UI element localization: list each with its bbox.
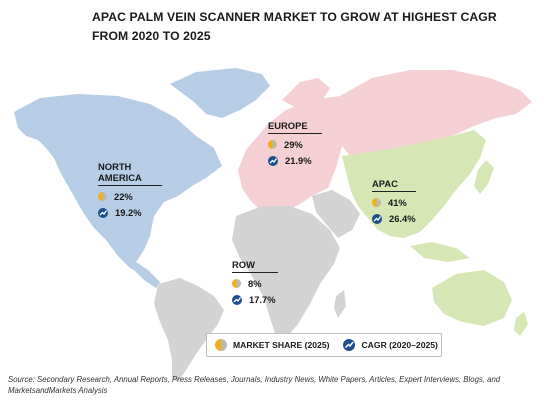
market-share-value: 8%	[248, 278, 262, 289]
source-note: Source: Secondary Research, Annual Repor…	[8, 375, 501, 395]
region-name: APAC	[372, 178, 416, 192]
market-share-stat: 29%	[268, 139, 322, 150]
region-name: ROW	[232, 259, 278, 273]
legend: MARKET SHARE (2025) CAGR (2020–2025)	[206, 333, 442, 357]
se-asia-islands	[410, 242, 470, 262]
market-share-icon	[98, 192, 107, 201]
region-name: EUROPE	[268, 120, 322, 134]
cagr-stat: 19.2%	[98, 207, 162, 218]
africa-region	[232, 206, 340, 338]
north-america-label: NORTH AMERICA 22% 19.2%	[98, 161, 162, 218]
cagr-stat: 17.7%	[232, 294, 278, 305]
russia-region	[340, 70, 532, 156]
north-america-greenland	[170, 68, 270, 118]
region-name: NORTH AMERICA	[98, 161, 162, 186]
legend-market-share: MARKET SHARE (2025)	[215, 339, 329, 351]
market-share-stat: 22%	[98, 191, 162, 202]
central-america	[134, 262, 160, 288]
cagr-icon	[98, 207, 108, 218]
south-america-region	[154, 278, 224, 382]
legend-cagr: CAGR (2020–2025)	[343, 339, 438, 351]
row-label: ROW 8% 17.7%	[232, 259, 278, 305]
middle-east-region	[312, 190, 360, 238]
europe-label: EUROPE 29% 21.9%	[268, 120, 322, 166]
market-share-icon	[372, 198, 381, 207]
europe-region	[238, 96, 352, 214]
cagr-value: 26.4%	[389, 213, 416, 224]
market-share-value: 29%	[284, 139, 303, 150]
cagr-value: 17.7%	[249, 294, 276, 305]
page-title: APAC PALM VEIN SCANNER MARKET TO GROW AT…	[92, 10, 497, 43]
market-share-stat: 8%	[232, 278, 278, 289]
market-share-icon	[232, 279, 241, 288]
japan	[474, 160, 494, 194]
cagr-icon	[232, 294, 242, 305]
legend-cagr-label: CAGR (2020–2025)	[361, 340, 438, 350]
scandinavia	[282, 78, 330, 110]
cagr-icon	[343, 339, 356, 351]
market-share-icon	[215, 339, 227, 351]
cagr-icon	[268, 155, 278, 166]
north-america-region	[14, 94, 222, 274]
market-share-value: 22%	[114, 191, 133, 202]
cagr-value: 21.9%	[285, 155, 312, 166]
cagr-stat: 26.4%	[372, 213, 416, 224]
market-share-stat: 41%	[372, 197, 416, 208]
market-share-value: 41%	[388, 197, 407, 208]
apac-label: APAC 41% 26.4%	[372, 178, 416, 224]
cagr-value: 19.2%	[115, 207, 142, 218]
new-zealand	[514, 312, 528, 336]
cagr-icon	[372, 213, 382, 224]
madagascar	[334, 290, 346, 318]
market-share-icon	[268, 140, 277, 149]
australia	[432, 270, 512, 326]
apac-region	[342, 130, 486, 238]
cagr-stat: 21.9%	[268, 155, 322, 166]
legend-market-share-label: MARKET SHARE (2025)	[233, 340, 330, 350]
